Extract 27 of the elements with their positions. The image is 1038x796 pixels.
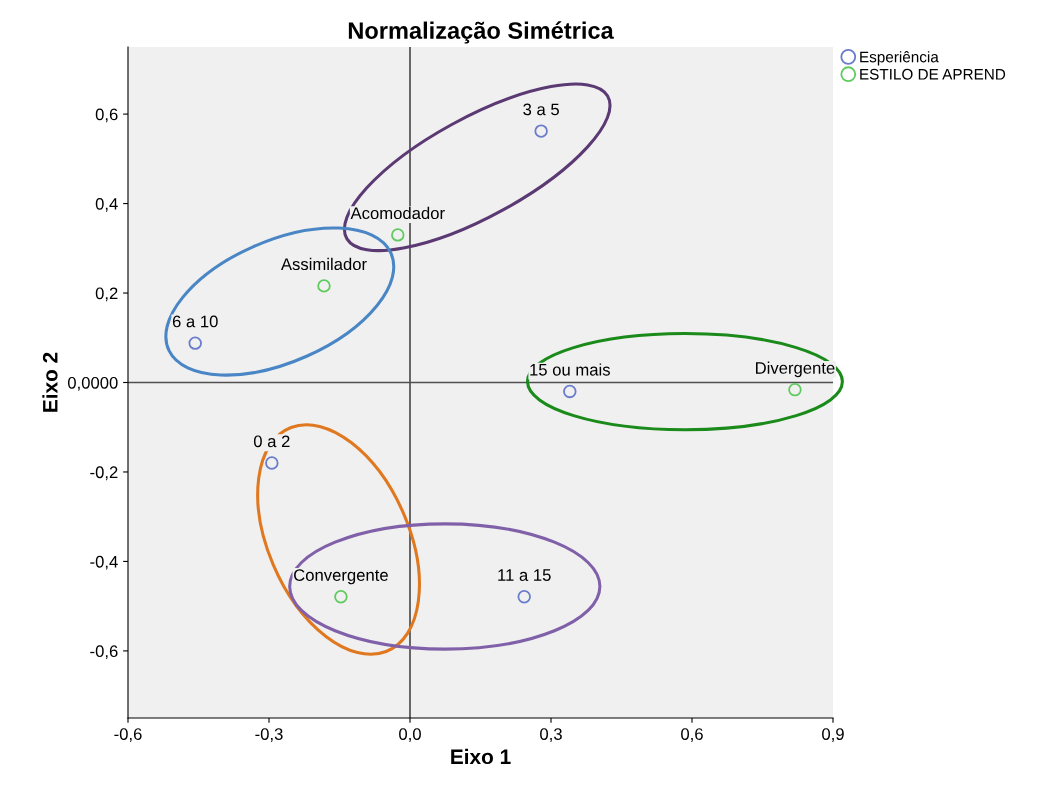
annotation: 6 a 10: [172, 315, 218, 328]
y-tick-label: 0,0000: [67, 376, 118, 391]
x-tick-label: 0,9: [822, 728, 844, 742]
y-tick-label: 0,6: [95, 108, 118, 123]
y-axis-title: Eixo 2: [42, 352, 58, 412]
x-tick-label: -0,3: [255, 728, 283, 742]
annotation: Convergente: [294, 569, 388, 585]
annotation: 11 a 15: [498, 569, 551, 581]
x-tick-label: 0,0: [399, 728, 421, 742]
annotation: 15 ou mais: [530, 363, 610, 376]
y-tick-label: -0,6: [90, 645, 118, 660]
x-tick-label: 0,6: [681, 728, 703, 742]
annotation: Assimilador: [280, 257, 367, 271]
y-tick-label: -0,4: [90, 555, 118, 570]
y-tick-label: 0,4: [95, 197, 118, 212]
annotation: 0 a 2: [253, 435, 290, 448]
chart-title: Normalização Simétrica: [348, 21, 614, 44]
legend-label: Esperiência: [860, 51, 939, 66]
annotation: Divergente: [756, 361, 835, 378]
annotation: 3 a 5: [523, 103, 559, 116]
x-tick-label: 0,3: [540, 728, 562, 742]
annotation: Acomodador: [350, 206, 445, 220]
x-axis-title: Eixo 1: [451, 748, 511, 765]
y-tick-label: 0,2: [95, 287, 118, 302]
legend-label: ESTILO DE APREND: [860, 68, 1006, 80]
x-tick-label: -0,6: [114, 728, 142, 742]
y-tick-label: -0,2: [90, 466, 118, 481]
